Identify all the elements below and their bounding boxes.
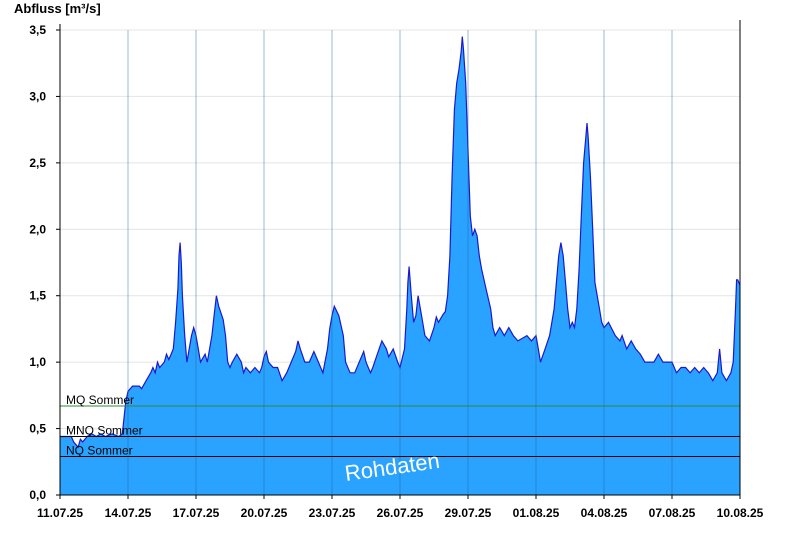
x-tick-label: 10.08.25 — [717, 506, 764, 520]
y-tick-label: 0,5 — [29, 422, 46, 436]
reference-lines: MQ Sommer MNQ Sommer NQ Sommer — [60, 393, 740, 457]
reference-label-0: MQ Sommer — [66, 393, 134, 407]
x-tick-label: 04.08.25 — [581, 506, 628, 520]
y-tick-label: 1,0 — [29, 355, 46, 369]
x-tick-labels: 11.07.25 14.07.25 17.07.25 20.07.25 23.07.25… — [37, 495, 764, 520]
x-tick-label: 07.08.25 — [649, 506, 696, 520]
y-tick-label: 3,5 — [29, 23, 46, 37]
x-tick-label: 14.07.25 — [105, 506, 152, 520]
y-tick-label: 0,0 — [29, 488, 46, 502]
x-tick-label: 26.07.25 — [377, 506, 424, 520]
reference-label-2: NQ Sommer — [66, 443, 133, 457]
x-tick-label: 17.07.25 — [173, 506, 220, 520]
x-tick-label: 11.07.25 — [37, 506, 83, 520]
y-axis-label: Abfluss [m³/s] — [14, 1, 101, 16]
discharge-line — [60, 36, 741, 449]
y-tick-label: 3,0 — [29, 89, 46, 103]
y-tick-labels: 0,0 0,5 1,0 1,5 2,0 2,5 3,0 3,5 — [29, 23, 60, 502]
reference-label-1: MNQ Sommer — [66, 424, 143, 438]
x-tick-label: 23.07.25 — [309, 506, 356, 520]
x-tick-label: 01.08.25 — [513, 506, 560, 520]
discharge-area — [60, 36, 740, 495]
y-tick-label: 2,0 — [29, 222, 46, 236]
x-gridlines — [127, 30, 673, 495]
y-tick-label: 1,5 — [29, 289, 46, 303]
x-tick-label: 29.07.25 — [445, 506, 492, 520]
x-tick-label: 20.07.25 — [241, 506, 288, 520]
discharge-area-layer — [60, 36, 741, 495]
y-tick-label: 2,5 — [29, 156, 46, 170]
